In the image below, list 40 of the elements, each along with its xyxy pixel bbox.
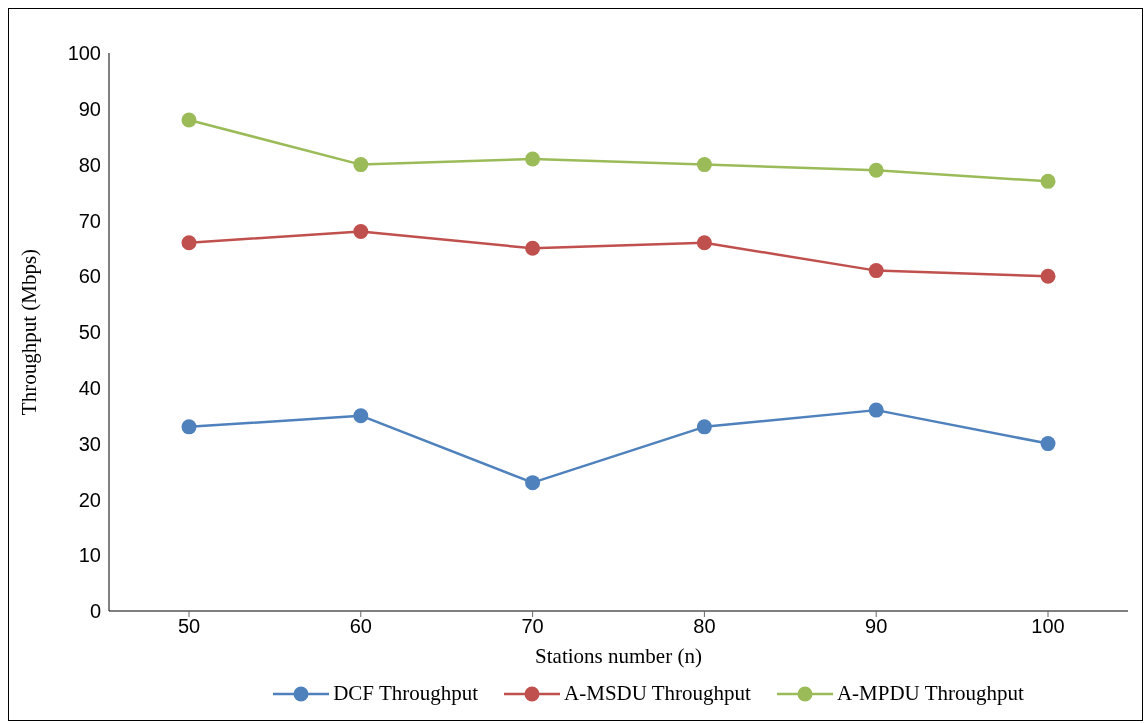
point — [181, 419, 197, 435]
legend-label: A-MSDU Throughput — [564, 681, 751, 706]
point — [525, 475, 541, 491]
point — [868, 162, 884, 178]
x-tick-label: 60 — [349, 615, 372, 638]
y-tick-label: 70 — [78, 209, 101, 232]
y-axis-title: Throughput (Mbps) — [17, 248, 42, 416]
point — [1040, 173, 1056, 189]
y-tick-label: 50 — [78, 321, 101, 344]
y-tick-label: 60 — [78, 265, 101, 288]
y-tick-label: 0 — [89, 600, 101, 623]
y-tick-label: 80 — [78, 153, 101, 176]
point — [696, 419, 712, 435]
point — [1040, 436, 1056, 452]
x-tick-label: 90 — [865, 615, 888, 638]
point — [181, 112, 197, 128]
y-tick-label: 40 — [78, 376, 101, 399]
point — [696, 157, 712, 173]
point — [525, 240, 541, 256]
point — [868, 402, 884, 418]
x-axis-title: Stations number (n) — [535, 644, 702, 668]
y-tick-label: 20 — [78, 488, 101, 511]
point — [353, 224, 369, 240]
legend-label: DCF Throughput — [333, 681, 479, 706]
point — [181, 235, 197, 251]
point — [353, 157, 369, 173]
y-tick-label: 100 — [67, 42, 101, 65]
y-tick-label: 30 — [78, 432, 101, 455]
y-tick-label: 90 — [78, 97, 101, 120]
y-tick-label: 10 — [78, 544, 101, 567]
x-tick-label: 50 — [177, 615, 201, 638]
x-tick-label: 100 — [1031, 615, 1065, 638]
x-tick-label: 70 — [521, 615, 544, 638]
x-tick-label: 80 — [693, 615, 716, 638]
point — [696, 235, 712, 251]
point — [525, 151, 541, 167]
legend-label: A-MPDU Throughput — [836, 681, 1024, 706]
point — [868, 263, 884, 279]
point — [1040, 268, 1056, 284]
point — [353, 408, 369, 424]
